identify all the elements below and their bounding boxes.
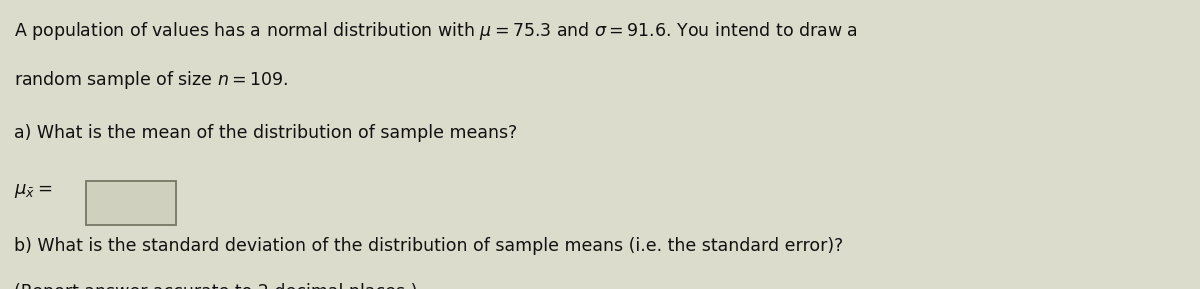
Text: $\mu_{\bar{x}} =$: $\mu_{\bar{x}} =$ [14, 182, 53, 200]
Text: random sample of size $n = 109$.: random sample of size $n = 109$. [14, 69, 289, 91]
Text: A population of values has a normal distribution with $\mu = 75.3$ and $\sigma =: A population of values has a normal dist… [14, 20, 858, 42]
Bar [86, 181, 176, 225]
Text: (Report answer accurate to 2 decimal places.): (Report answer accurate to 2 decimal pla… [14, 283, 418, 289]
Text: a) What is the mean of the distribution of sample means?: a) What is the mean of the distribution … [14, 124, 517, 142]
Text: b) What is the standard deviation of the distribution of sample means (i.e. the : b) What is the standard deviation of the… [14, 237, 844, 255]
